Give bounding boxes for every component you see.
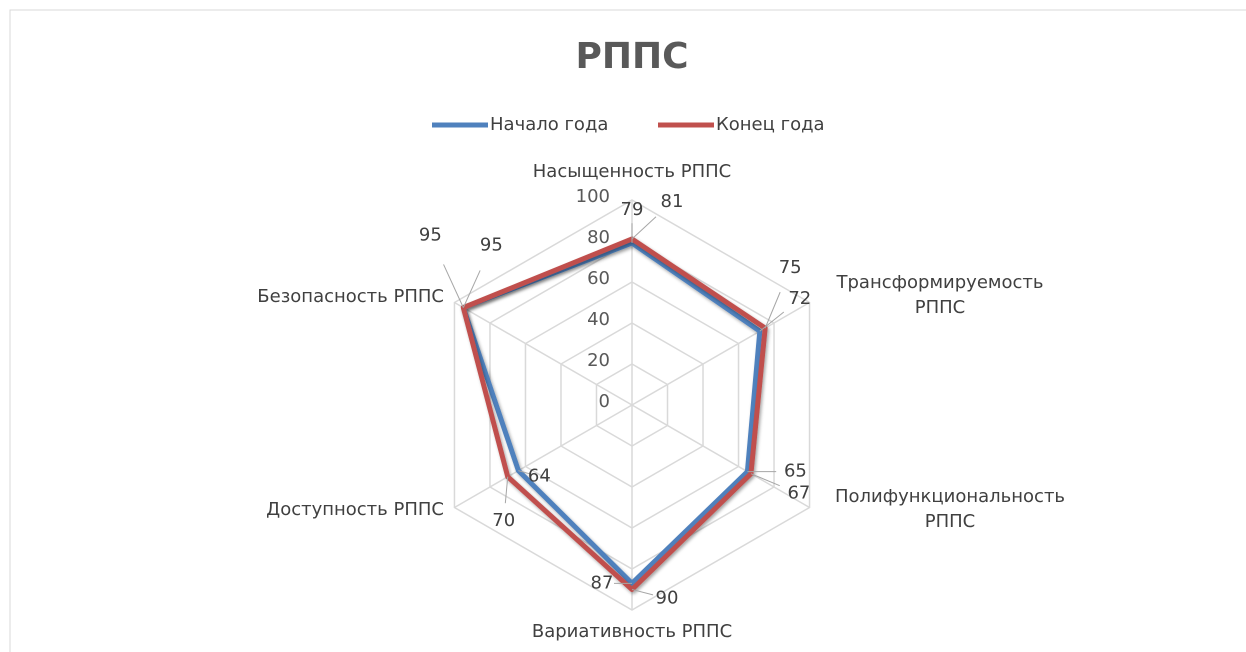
leader-line xyxy=(518,470,532,475)
spoke xyxy=(454,301,633,406)
category-label: Безопасность РППС xyxy=(257,286,444,307)
category-label: Насыщенность РППС xyxy=(533,161,731,182)
data-label: 70 xyxy=(492,510,515,531)
legend-label: Конец года xyxy=(716,114,825,135)
category-label-line: Полифункциональность xyxy=(835,486,1065,507)
legend-label: Начало года xyxy=(490,114,608,135)
data-label: 87 xyxy=(591,572,614,593)
leader-line xyxy=(631,589,654,596)
category-label: Трансформируемость РППС xyxy=(836,272,1044,318)
category-label: Вариативность РППС xyxy=(532,621,732,642)
data-label: 65 xyxy=(784,461,807,482)
data-label: 75 xyxy=(779,257,802,278)
spoke xyxy=(454,404,633,509)
data-label: 90 xyxy=(656,588,679,609)
chart-title: РППС xyxy=(575,36,688,77)
data-label: 67 xyxy=(787,483,810,504)
leader-line xyxy=(759,311,785,332)
spoke xyxy=(631,404,810,509)
category-label-line: Трансформируемость xyxy=(836,272,1044,293)
category-label-line: РППС xyxy=(925,511,976,532)
data-label: 95 xyxy=(480,235,503,256)
data-label: 79 xyxy=(621,199,644,220)
leader-line xyxy=(750,473,780,487)
data-label: 95 xyxy=(419,225,442,246)
data-label: 72 xyxy=(788,288,811,309)
data-label: 81 xyxy=(661,191,684,212)
leader-line xyxy=(462,270,481,308)
category-label: Доступность РППС xyxy=(266,499,444,520)
category-label-line: РППС xyxy=(915,297,966,318)
leader-line xyxy=(504,476,509,504)
r-tick-label: 60 xyxy=(587,268,610,289)
r-tick-label: 40 xyxy=(587,309,610,330)
data-label: 64 xyxy=(528,466,551,487)
r-tick-label: 100 xyxy=(576,186,610,207)
leader-line xyxy=(764,291,781,329)
r-tick-label: 0 xyxy=(599,391,610,412)
chart-frame xyxy=(9,9,1246,652)
r-tick-label: 80 xyxy=(587,227,610,248)
r-tick-label: 20 xyxy=(587,350,610,371)
spoke xyxy=(631,301,810,406)
leader-line xyxy=(443,264,464,308)
leader-line xyxy=(631,216,657,240)
category-label: Полифункциональность РППС xyxy=(835,486,1065,532)
